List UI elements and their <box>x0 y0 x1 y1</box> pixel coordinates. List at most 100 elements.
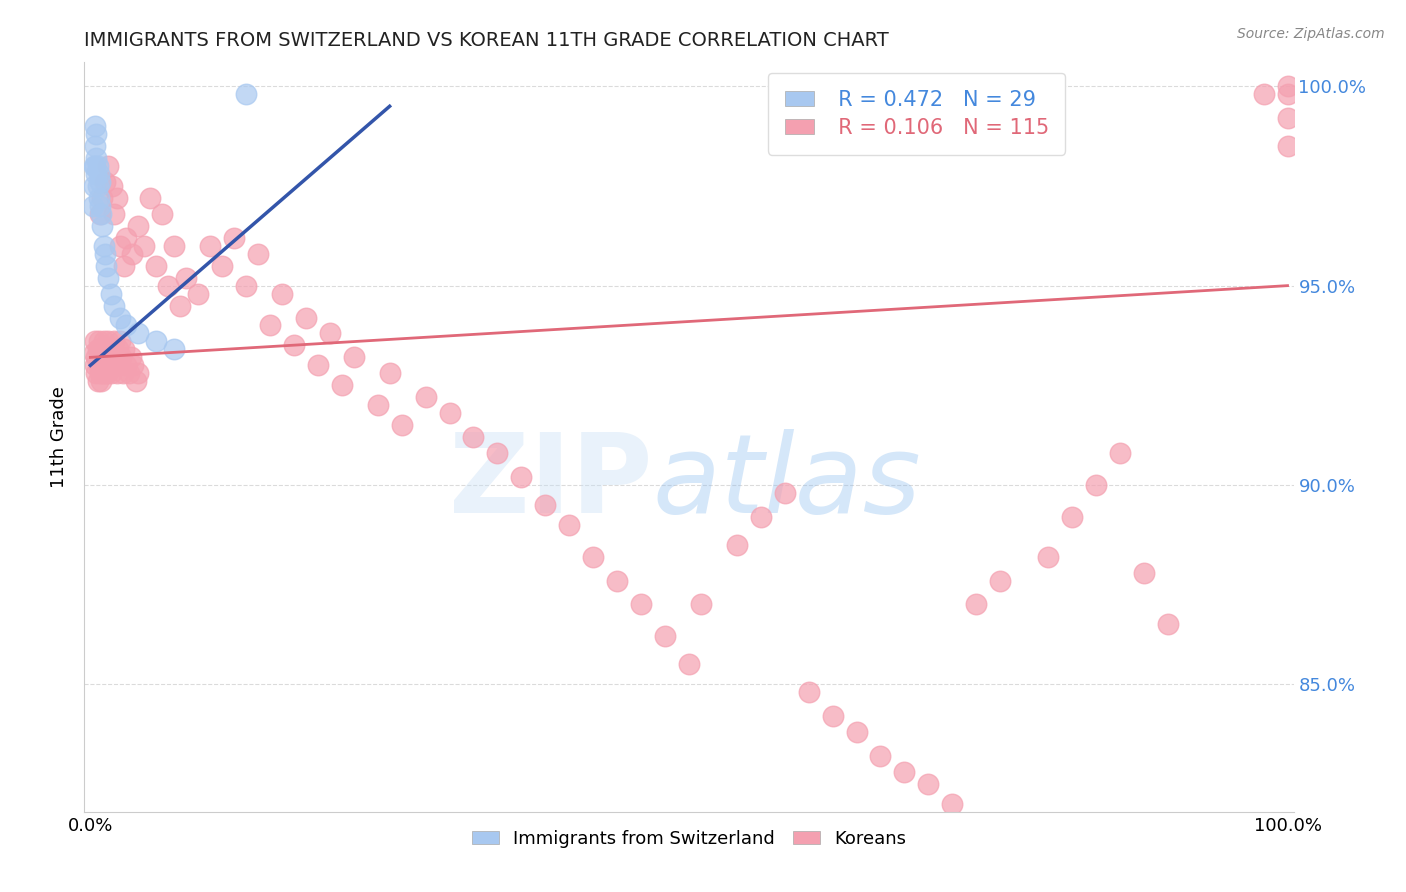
Point <box>163 239 186 253</box>
Point <box>93 343 115 357</box>
Point <box>965 598 987 612</box>
Point <box>869 748 891 763</box>
Point <box>97 334 120 349</box>
Point <box>101 179 124 194</box>
Point <box>125 374 148 388</box>
Point <box>1085 478 1108 492</box>
Point <box>108 359 131 373</box>
Point <box>101 359 124 373</box>
Point <box>941 797 963 811</box>
Point <box>112 259 135 273</box>
Point <box>91 219 114 233</box>
Point <box>134 239 156 253</box>
Point <box>96 367 118 381</box>
Point <box>91 351 114 365</box>
Point <box>510 470 533 484</box>
Point <box>89 199 111 213</box>
Point <box>486 446 509 460</box>
Point <box>90 343 112 357</box>
Point <box>84 359 107 373</box>
Point <box>86 151 108 165</box>
Point <box>917 777 939 791</box>
Point <box>86 351 108 365</box>
Point <box>122 359 145 373</box>
Point <box>86 343 108 357</box>
Point <box>1109 446 1132 460</box>
Text: atlas: atlas <box>652 428 921 535</box>
Point <box>235 278 257 293</box>
Point <box>690 598 713 612</box>
Point <box>246 246 269 260</box>
Legend: Immigrants from Switzerland, Koreans: Immigrants from Switzerland, Koreans <box>464 822 914 855</box>
Point <box>307 359 329 373</box>
Point <box>169 299 191 313</box>
Point <box>606 574 628 588</box>
Point <box>187 286 209 301</box>
Point <box>86 167 108 181</box>
Point <box>558 517 581 532</box>
Point <box>84 139 107 153</box>
Point <box>1277 87 1299 102</box>
Point <box>84 119 107 133</box>
Point <box>797 685 820 699</box>
Point <box>1060 509 1083 524</box>
Point <box>118 367 141 381</box>
Point <box>103 207 125 221</box>
Text: IMMIGRANTS FROM SWITZERLAND VS KOREAN 11TH GRADE CORRELATION CHART: IMMIGRANTS FROM SWITZERLAND VS KOREAN 11… <box>84 31 889 50</box>
Point <box>157 278 180 293</box>
Point <box>84 159 107 173</box>
Point <box>749 509 772 524</box>
Point <box>678 657 700 672</box>
Point <box>82 199 104 213</box>
Point <box>83 159 105 173</box>
Point <box>725 538 748 552</box>
Point <box>988 574 1011 588</box>
Point <box>343 351 366 365</box>
Point <box>893 764 915 779</box>
Point <box>110 310 132 325</box>
Point <box>100 367 122 381</box>
Point <box>98 351 121 365</box>
Point <box>283 338 305 352</box>
Point <box>86 367 108 381</box>
Y-axis label: 11th Grade: 11th Grade <box>51 386 69 488</box>
Point <box>259 318 281 333</box>
Point <box>1133 566 1156 580</box>
Point <box>91 191 114 205</box>
Point <box>1253 87 1275 102</box>
Point <box>111 367 134 381</box>
Point <box>1157 617 1180 632</box>
Point <box>94 259 117 273</box>
Point <box>845 725 868 739</box>
Point <box>97 159 120 173</box>
Point <box>295 310 318 325</box>
Point <box>87 359 110 373</box>
Point <box>139 191 162 205</box>
Point <box>582 549 605 564</box>
Point <box>319 326 342 341</box>
Point <box>83 346 105 360</box>
Point <box>91 367 114 381</box>
Point <box>93 239 115 253</box>
Point <box>145 334 167 349</box>
Point <box>463 430 485 444</box>
Point <box>630 598 652 612</box>
Point <box>127 326 149 341</box>
Point <box>773 486 796 500</box>
Point <box>821 709 844 723</box>
Point <box>127 367 149 381</box>
Point <box>174 270 197 285</box>
Point <box>103 334 125 349</box>
Point <box>105 191 128 205</box>
Point <box>89 351 111 365</box>
Point <box>93 175 115 189</box>
Point <box>534 498 557 512</box>
Point <box>654 629 676 643</box>
Point <box>115 231 138 245</box>
Point <box>90 374 112 388</box>
Text: ZIP: ZIP <box>450 428 652 535</box>
Point <box>89 367 111 381</box>
Point <box>100 286 122 301</box>
Point <box>115 318 138 333</box>
Point <box>115 359 138 373</box>
